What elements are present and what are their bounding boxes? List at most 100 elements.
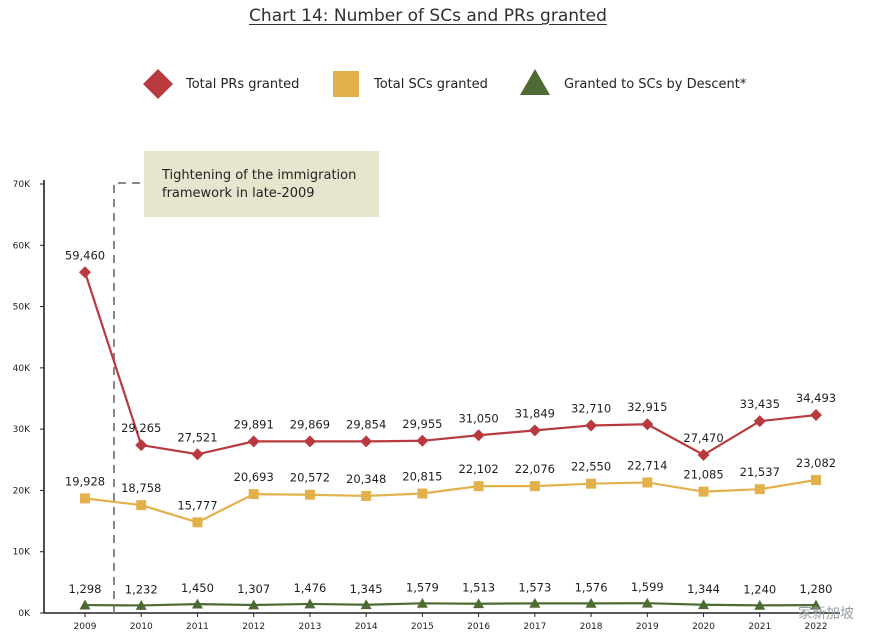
chart-title: Chart 14: Number of SCs and PRs granted xyxy=(249,6,607,26)
annotation-text: framework in late-2009 xyxy=(162,186,315,201)
data-point xyxy=(641,418,654,431)
data-label: 20,815 xyxy=(402,469,442,483)
data-label: 32,710 xyxy=(571,401,611,415)
x-tick-label: 2012 xyxy=(242,622,265,632)
data-label: 27,521 xyxy=(177,430,217,444)
annotation-text: Tightening of the immigration xyxy=(161,168,356,183)
data-label: 22,076 xyxy=(515,462,555,476)
data-point xyxy=(754,599,766,610)
legend-label: Total SCs granted xyxy=(373,77,488,92)
y-tick-label: 30K xyxy=(13,425,31,435)
data-label: 20,693 xyxy=(234,470,274,484)
series-line xyxy=(84,602,817,607)
x-tick-label: 2013 xyxy=(298,622,321,632)
data-label: 22,550 xyxy=(571,460,611,474)
data-label: 1,513 xyxy=(462,581,495,595)
y-tick-label: 40K xyxy=(13,364,31,374)
y-tick-label: 20K xyxy=(13,486,31,496)
data-point xyxy=(248,599,260,610)
data-label: 31,050 xyxy=(458,411,498,425)
data-point xyxy=(529,481,540,492)
data-point xyxy=(698,486,709,497)
data-label: 1,576 xyxy=(575,580,608,594)
data-label: 1,232 xyxy=(125,582,158,596)
y-tick-label: 50K xyxy=(13,303,31,313)
data-label: 18,758 xyxy=(121,481,161,495)
legend-label: Granted to SCs by Descent* xyxy=(564,77,747,92)
data-point xyxy=(135,599,147,610)
data-point xyxy=(585,419,598,432)
data-point xyxy=(586,478,597,489)
data-label: 20,348 xyxy=(346,472,386,486)
data-point xyxy=(810,409,822,422)
data-point xyxy=(80,493,90,504)
data-point xyxy=(360,435,373,448)
x-tick-label: 2010 xyxy=(130,622,153,632)
x-tick-label: 2011 xyxy=(186,622,209,632)
data-label: 29,265 xyxy=(121,421,161,435)
data-label: 1,298 xyxy=(69,582,102,596)
data-point xyxy=(79,266,91,279)
data-point xyxy=(303,435,316,448)
y-tick-label: 0K xyxy=(18,609,31,619)
x-tick-label: 2009 xyxy=(74,622,97,632)
data-label: 22,102 xyxy=(458,462,498,476)
annotation-box xyxy=(144,151,379,217)
data-label: 1,240 xyxy=(743,582,776,596)
data-label: 19,928 xyxy=(65,474,105,488)
data-point xyxy=(811,475,821,486)
legend-label: Total PRs granted xyxy=(185,77,299,92)
data-point xyxy=(698,599,710,610)
x-tick-label: 2022 xyxy=(805,622,828,632)
data-label: 1,476 xyxy=(293,581,326,595)
data-point xyxy=(810,599,822,610)
y-tick-label: 10K xyxy=(13,548,31,558)
data-label: 1,344 xyxy=(687,582,720,596)
data-label: 20,572 xyxy=(290,471,330,485)
x-tick-label: 2016 xyxy=(467,622,490,632)
data-point xyxy=(135,439,148,452)
legend-marker-diamond xyxy=(143,69,173,99)
x-tick-label: 2019 xyxy=(636,622,659,632)
data-point xyxy=(361,490,372,501)
data-point xyxy=(473,598,485,609)
data-point xyxy=(191,598,203,609)
data-point xyxy=(528,424,541,437)
data-label: 29,854 xyxy=(346,417,386,431)
legend-marker-square xyxy=(333,71,359,97)
annotation-dashed-line xyxy=(113,182,142,613)
data-point xyxy=(753,415,766,428)
data-point xyxy=(191,448,204,461)
series-line xyxy=(83,271,817,457)
series-line xyxy=(84,478,817,524)
data-point xyxy=(304,489,315,500)
x-tick-label: 2014 xyxy=(355,622,378,632)
data-point xyxy=(417,488,428,499)
x-tick-label: 2021 xyxy=(748,622,771,632)
data-label: 1,450 xyxy=(181,581,214,595)
data-point xyxy=(473,481,484,492)
data-label: 22,714 xyxy=(627,458,667,472)
data-point xyxy=(416,597,428,608)
data-point xyxy=(754,484,765,495)
data-label: 1,307 xyxy=(237,582,270,596)
data-label: 21,085 xyxy=(683,468,723,482)
data-point xyxy=(360,599,372,610)
data-point xyxy=(248,489,259,500)
x-tick-label: 2018 xyxy=(580,622,603,632)
data-label: 32,915 xyxy=(627,400,667,414)
data-label: 29,955 xyxy=(402,417,442,431)
data-label: 1,579 xyxy=(406,580,439,594)
data-point xyxy=(472,429,485,442)
data-label: 27,470 xyxy=(683,431,723,445)
data-label: 1,280 xyxy=(800,582,833,596)
watermark-text: 家新加坡 xyxy=(798,606,854,622)
data-label: 34,493 xyxy=(796,391,836,405)
data-point xyxy=(642,477,653,488)
data-label: 21,537 xyxy=(740,465,780,479)
x-tick-label: 2017 xyxy=(523,622,546,632)
data-point xyxy=(585,597,597,608)
data-label: 29,869 xyxy=(290,417,330,431)
y-tick-label: 70K xyxy=(13,180,31,190)
